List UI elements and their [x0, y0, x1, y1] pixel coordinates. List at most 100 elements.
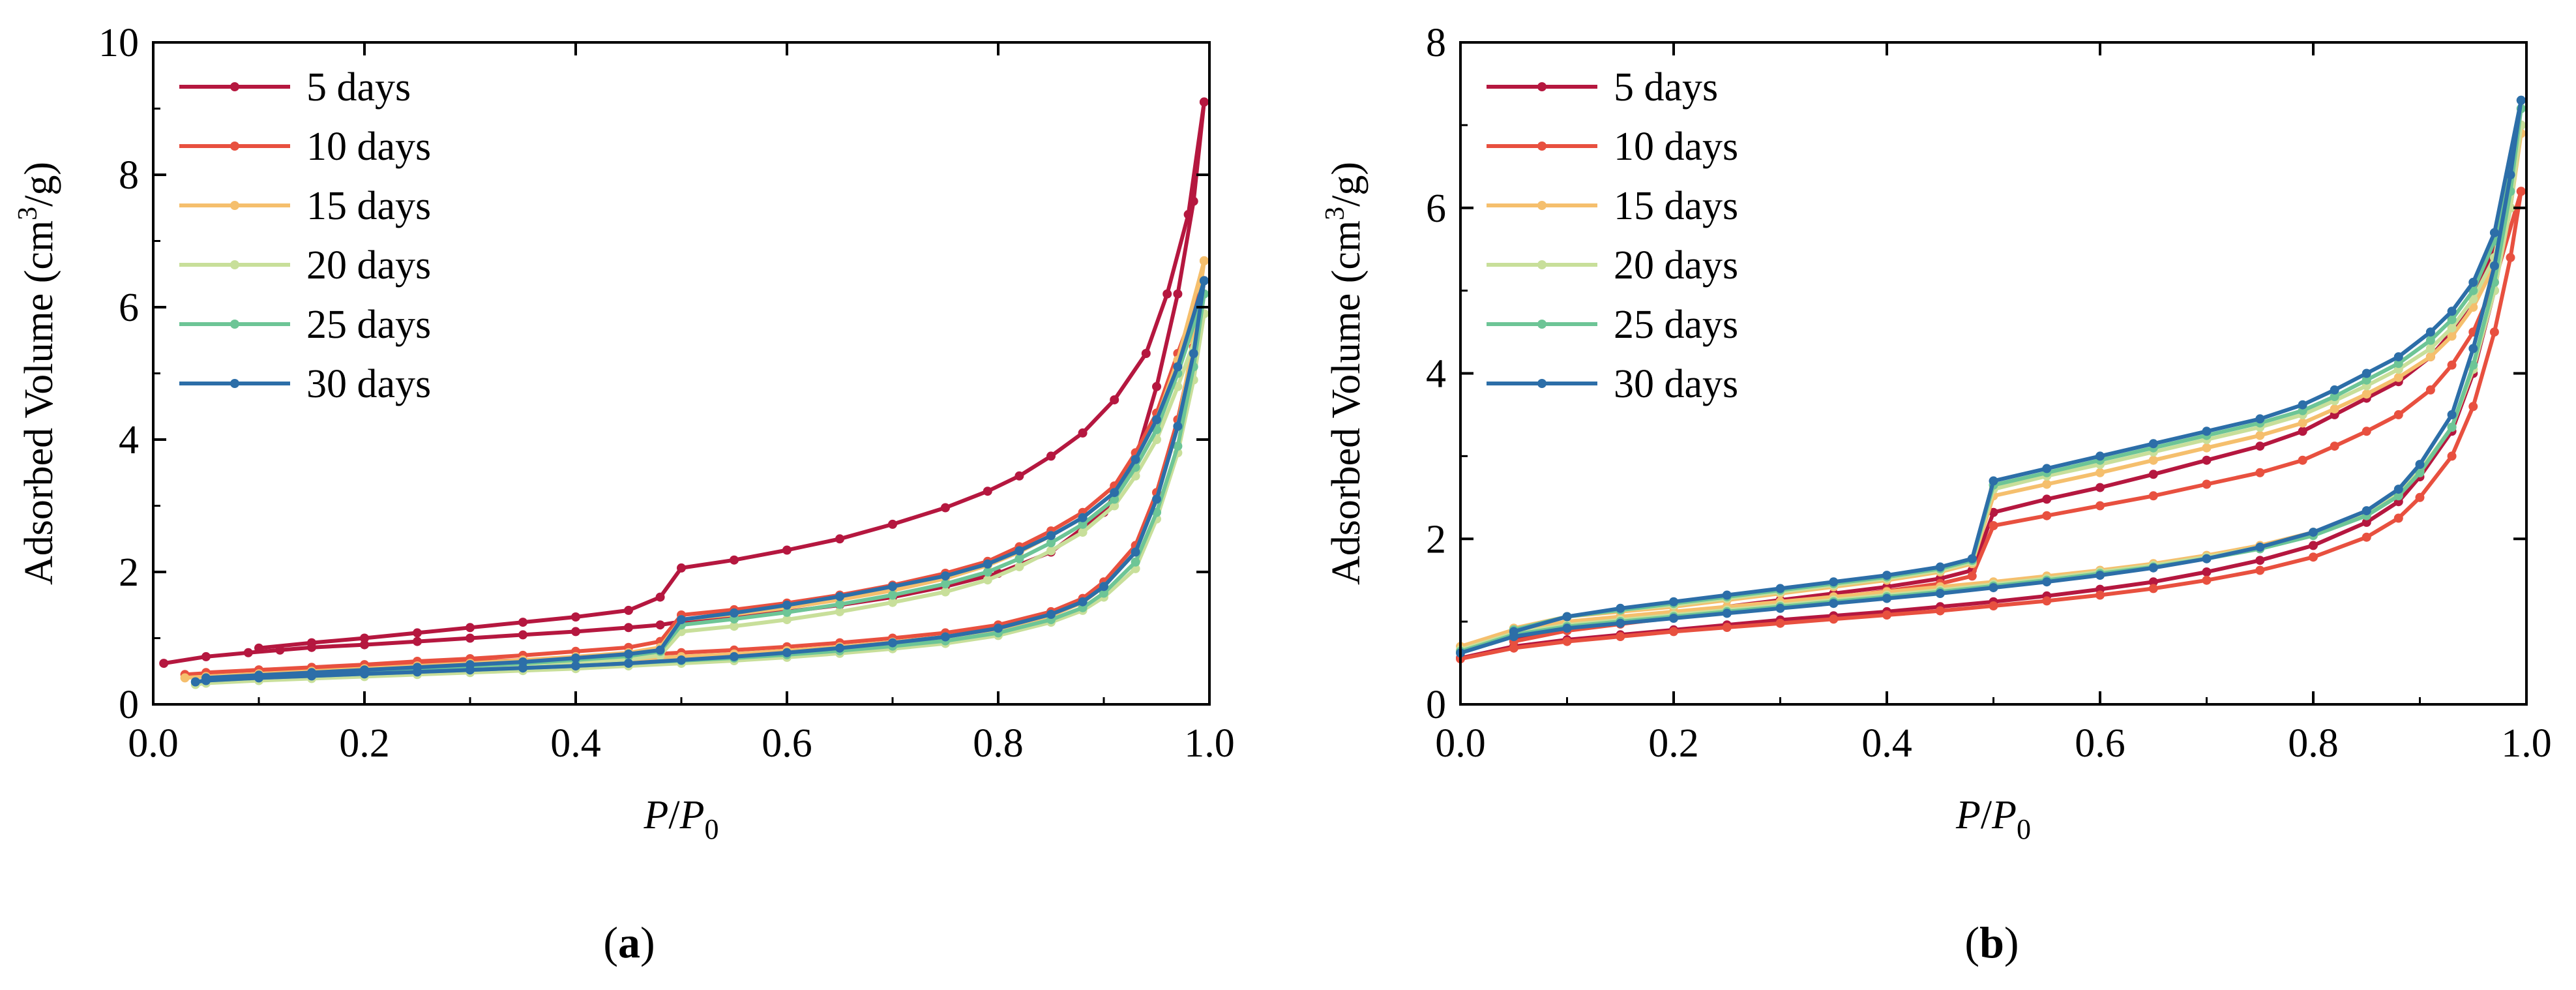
adsorption-point [1509, 643, 1518, 653]
desorption-point [1722, 590, 1732, 600]
desorption-point [782, 600, 792, 610]
desorption-point [2202, 479, 2212, 489]
legend-swatch-marker [1537, 82, 1547, 91]
adsorption-point [2309, 541, 2318, 550]
legend-label: 20 days [306, 243, 431, 288]
legend-swatch-marker [230, 320, 239, 329]
desorption-point [1078, 528, 1088, 537]
desorption-point [2330, 392, 2339, 401]
adsorption-point [2415, 460, 2425, 470]
x-axis-title-subscript: 0 [704, 813, 718, 845]
adsorption-point [2255, 565, 2265, 575]
desorption-point [1110, 501, 1119, 511]
desorption-point [1562, 612, 1572, 622]
desorption-point [835, 607, 844, 616]
desorption-point [2447, 315, 2457, 324]
x-tick-label: 0.2 [339, 721, 390, 766]
adsorption-point [1173, 421, 1183, 431]
desorption-point [2255, 414, 2265, 424]
desorption-point [941, 587, 950, 597]
adsorption-point [1078, 597, 1088, 607]
desorption-point [941, 571, 950, 581]
desorption-point [655, 645, 665, 655]
adsorption-point [2042, 577, 2052, 587]
desorption-point [254, 643, 263, 653]
x-axis-title-subscript: 0 [2017, 813, 2031, 845]
panel-b-chart: 0.0 0.2 0.4 0.6 0.8 1.0 0 2 4 6 8 Adsorbed Volume (… [1320, 21, 2552, 967]
adsorption-point [2095, 571, 2105, 580]
desorption-point [1509, 627, 1518, 637]
desorption-point [1935, 562, 1945, 572]
y-tick-label: 0 [1426, 683, 1446, 727]
adsorption-point [1775, 618, 1785, 628]
desorption-point [1989, 476, 1998, 486]
desorption-point [2095, 451, 2105, 461]
desorption-point [941, 503, 950, 513]
legend-swatch-marker [230, 201, 239, 210]
legend-item: 30 days [1487, 362, 1738, 406]
desorption-point [983, 575, 992, 585]
desorption-point [1131, 455, 1140, 464]
adsorption-point [655, 620, 665, 630]
adsorption-point [2309, 552, 2318, 562]
legend-label: 5 days [306, 65, 411, 110]
desorption-point [1967, 554, 1977, 563]
adsorption-point [1989, 601, 1998, 610]
desorption-point [1046, 538, 1056, 548]
desorption-point [983, 559, 992, 569]
desorption-point [2447, 331, 2457, 341]
adsorption-point [1173, 442, 1183, 451]
adsorption-point [1882, 593, 1891, 603]
desorption-point [360, 665, 369, 675]
adsorption-point [1882, 610, 1891, 620]
legend: 5 days 10 days 15 days 20 days 25 days 30 day… [179, 65, 431, 406]
desorption-point [2516, 95, 2526, 105]
legend-item: 25 days [179, 303, 431, 347]
legend-swatch-marker [230, 379, 239, 388]
y-tick-label: 8 [1426, 21, 1446, 65]
y-axis-title-tail: /g) [1324, 162, 1369, 207]
desorption-point [1078, 428, 1088, 438]
desorption-point [2447, 360, 2457, 370]
desorption-point [730, 622, 739, 631]
adsorption-point [1669, 627, 1678, 637]
legend-item: 30 days [179, 362, 431, 406]
adsorption-point [1616, 632, 1625, 641]
legend-item: 15 days [1487, 184, 1738, 228]
desorption-point [1669, 597, 1678, 607]
adsorption-point [624, 659, 633, 668]
x-axis-title-p: P [1955, 793, 1981, 837]
legend-label: 30 days [1614, 362, 1738, 406]
desorption-point [2202, 455, 2212, 465]
desorption-point [1014, 546, 1024, 556]
desorption-point [2361, 375, 2371, 385]
adsorption-point [2361, 532, 2371, 542]
adsorption-point [888, 638, 897, 648]
desorption-point [1110, 494, 1119, 504]
adsorption-point [1152, 382, 1161, 391]
adsorption-point [1562, 623, 1572, 633]
adsorption-point [190, 677, 200, 687]
adsorption-point [1935, 589, 1945, 598]
desorption-point [1014, 554, 1024, 563]
legend-label: 30 days [306, 362, 431, 406]
desorption-point [835, 592, 844, 601]
adsorption-point [2361, 506, 2371, 516]
desorption-point [2255, 442, 2265, 451]
legend-item: 20 days [179, 243, 431, 288]
adsorption-point [243, 648, 253, 657]
legend-label: 15 days [1614, 184, 1738, 228]
panel-caption-letter: b [1979, 918, 2004, 967]
adsorption-point [159, 659, 169, 668]
desorption-point [254, 670, 263, 680]
adsorption-point [1562, 637, 1572, 646]
legend-swatch-marker [1537, 320, 1547, 329]
desorption-point [1989, 507, 1998, 517]
desorption-point [1046, 451, 1056, 461]
desorption-point [201, 673, 211, 683]
adsorption-point [677, 655, 686, 665]
desorption-point [2447, 323, 2457, 333]
desorption-point [2425, 335, 2435, 345]
desorption-point [2095, 483, 2105, 492]
panel-caption: (b) [1964, 918, 2019, 967]
